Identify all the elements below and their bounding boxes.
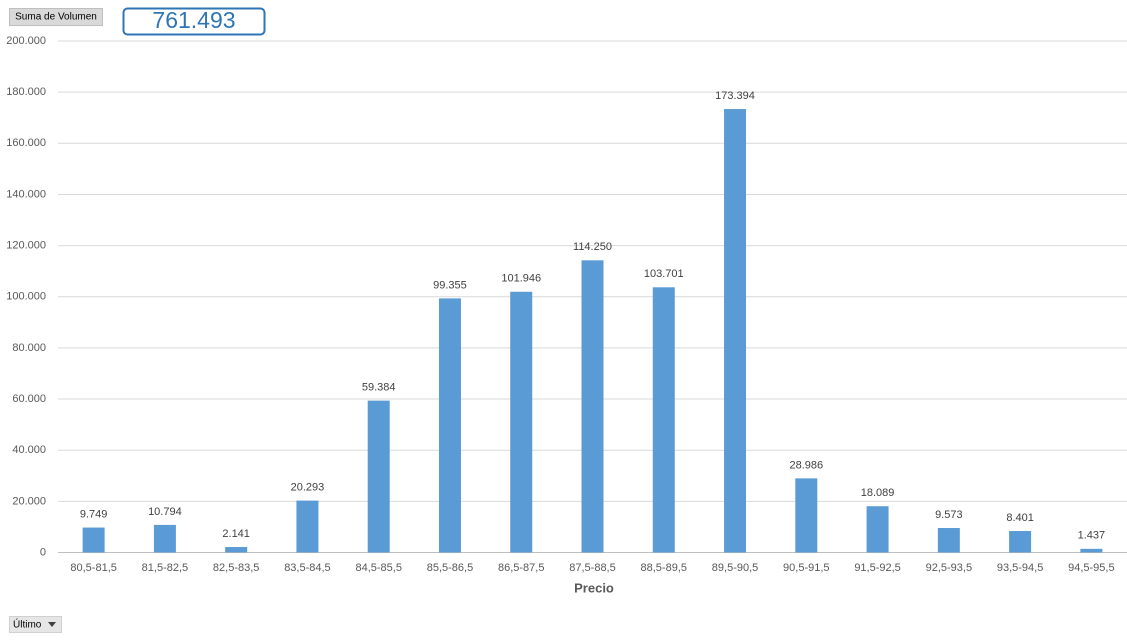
y-tick-label: 120.000 — [6, 240, 46, 252]
bar — [296, 500, 319, 553]
y-tick-label: 80.000 — [12, 342, 46, 354]
y-tick-label: 40.000 — [12, 444, 46, 456]
bar — [225, 547, 248, 553]
data-label: 59.384 — [362, 382, 396, 394]
field-button-label: Suma de Volumen — [15, 12, 97, 23]
filter-button-label: Último — [13, 618, 42, 631]
y-tick-label: 20.000 — [12, 495, 46, 507]
bar — [937, 528, 960, 553]
data-label: 9.749 — [80, 508, 108, 520]
data-label: 28.986 — [789, 459, 823, 471]
bar — [1080, 548, 1103, 553]
total-box — [122, 7, 266, 36]
bar — [1009, 531, 1032, 553]
y-tick-label: 160.000 — [6, 137, 46, 149]
data-label: 1.437 — [1078, 530, 1106, 542]
x-tick-label: 80,5-81,5 — [70, 562, 116, 574]
data-label: 101.946 — [501, 273, 541, 285]
data-label: 99.355 — [433, 279, 467, 291]
bar — [510, 291, 533, 553]
bar — [438, 298, 461, 553]
y-tick-label: 180.000 — [6, 86, 46, 98]
x-tick-label: 83,5-84,5 — [284, 562, 330, 574]
data-label: 20.293 — [291, 482, 325, 494]
x-tick-label: 84,5-85,5 — [355, 562, 401, 574]
x-tick-label: 93,5-94,5 — [997, 562, 1043, 574]
dropdown-arrow — [48, 622, 56, 627]
bar — [367, 400, 390, 553]
bar — [866, 506, 889, 553]
x-tick-label: 87,5-88,5 — [569, 562, 615, 574]
x-tick-label: 91,5-92,5 — [854, 562, 900, 574]
bar — [581, 260, 604, 553]
x-tick-label: 81,5-82,5 — [142, 562, 188, 574]
data-label: 9.573 — [935, 509, 963, 521]
x-tick-label: 92,5-93,5 — [926, 562, 972, 574]
data-label: 114.250 — [573, 241, 612, 253]
x-tick-label: 85,5-86,5 — [427, 562, 473, 574]
bar — [652, 287, 675, 553]
x-tick-label: 88,5-89,5 — [641, 562, 687, 574]
x-tick-label: 94,5-95,5 — [1068, 562, 1114, 574]
x-tick-label: 90,5-91,5 — [783, 562, 829, 574]
y-tick-label: 200.000 — [6, 35, 46, 47]
y-tick-label: 100.000 — [6, 291, 46, 303]
total-value: 761.493 — [152, 7, 235, 33]
data-label: 18.089 — [861, 487, 895, 499]
y-tick-label: 0 — [40, 546, 46, 558]
data-label: 2.141 — [222, 528, 250, 540]
data-label: 8.401 — [1006, 512, 1034, 524]
bar — [153, 524, 176, 553]
y-tick-label: 60.000 — [12, 393, 46, 405]
filter-button[interactable] — [9, 616, 62, 633]
field-button[interactable] — [9, 8, 103, 26]
bar — [724, 109, 747, 553]
bar — [795, 478, 818, 553]
x-tick-label: 82,5-83,5 — [213, 562, 259, 574]
data-label: 10.794 — [148, 506, 182, 518]
bar — [82, 527, 105, 553]
x-axis-title: Precio — [574, 580, 614, 595]
x-tick-label: 86,5-87,5 — [498, 562, 544, 574]
data-label: 173.394 — [715, 90, 755, 102]
data-label: 103.701 — [644, 268, 684, 280]
y-tick-label: 140.000 — [6, 188, 46, 200]
x-tick-label: 89,5-90,5 — [712, 562, 758, 574]
